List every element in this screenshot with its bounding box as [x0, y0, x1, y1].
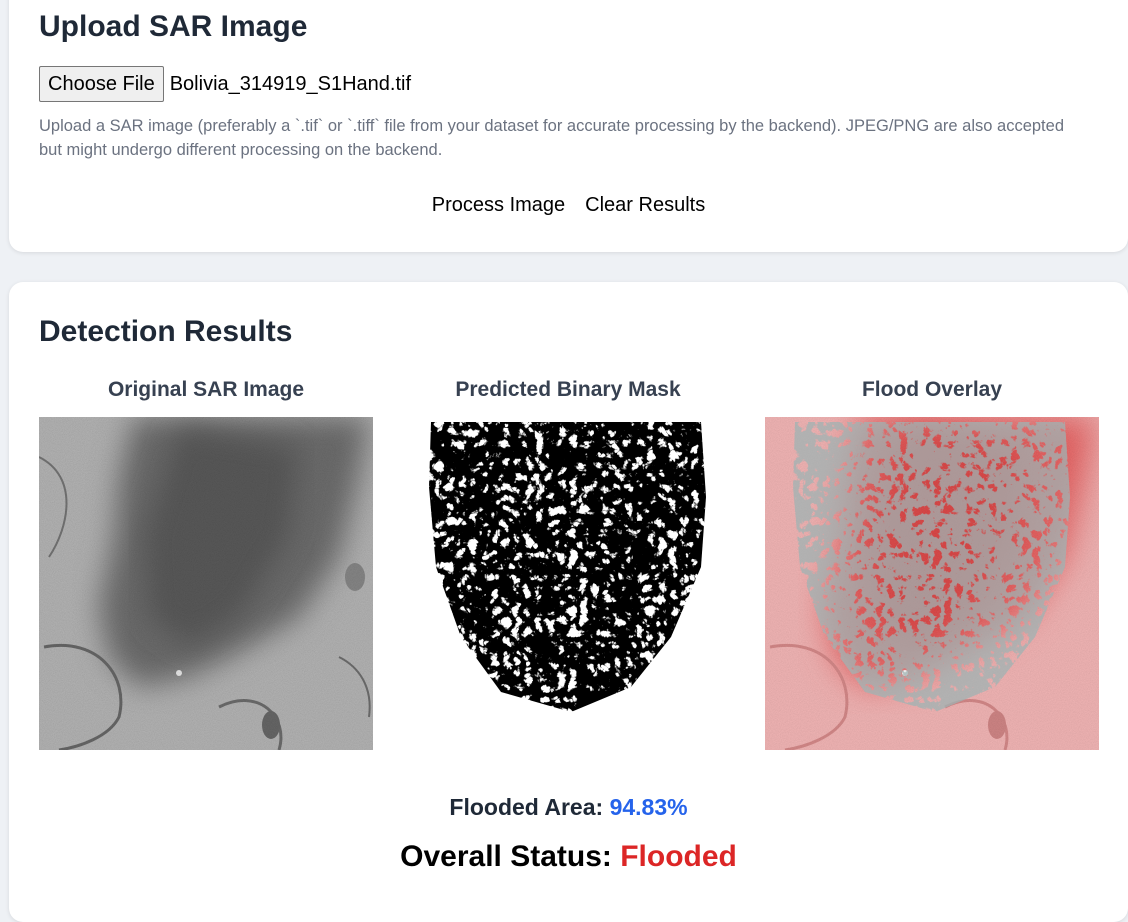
upload-title: Upload SAR Image	[39, 10, 308, 43]
overall-status: Overall Status: Flooded	[9, 840, 1128, 874]
predicted-binary-mask	[401, 417, 735, 750]
overall-status-label: Overall Status:	[400, 840, 621, 873]
process-image-button[interactable]: Process Image	[431, 194, 566, 216]
original-image-panel: Original SAR Image	[39, 377, 373, 750]
flooded-area-readout: Flooded Area: 94.83%	[9, 794, 1128, 821]
upload-card: Upload SAR Image Choose File Bolivia_314…	[9, 0, 1128, 252]
upload-actions: Process Image Clear Results	[9, 194, 1128, 217]
flood-overlay-title: Flood Overlay	[861, 378, 1003, 401]
flood-overlay-panel: Flood Overlay	[765, 377, 1099, 750]
flood-overlay-image	[765, 417, 1099, 750]
original-sar-image	[39, 417, 373, 750]
selected-file-name: Bolivia_314919_S1Hand.tif	[169, 72, 412, 95]
results-title: Detection Results	[39, 315, 293, 348]
flooded-area-label: Flooded Area:	[449, 794, 610, 820]
upload-help-text: Upload a SAR image (preferably a `.tif` …	[39, 117, 1064, 159]
binary-mask-panel: Predicted Binary Mask	[401, 377, 735, 750]
file-input[interactable]: Choose File Bolivia_314919_S1Hand.tif	[39, 66, 411, 102]
clear-results-button[interactable]: Clear Results	[585, 194, 706, 216]
results-card: Detection Results Original SAR Image	[9, 282, 1128, 922]
flooded-area-value: 94.83%	[609, 794, 688, 820]
binary-mask-title: Predicted Binary Mask	[455, 378, 681, 401]
choose-file-button[interactable]: Choose File	[39, 66, 164, 102]
original-image-title: Original SAR Image	[107, 378, 305, 401]
overall-status-value: Flooded	[620, 840, 737, 873]
